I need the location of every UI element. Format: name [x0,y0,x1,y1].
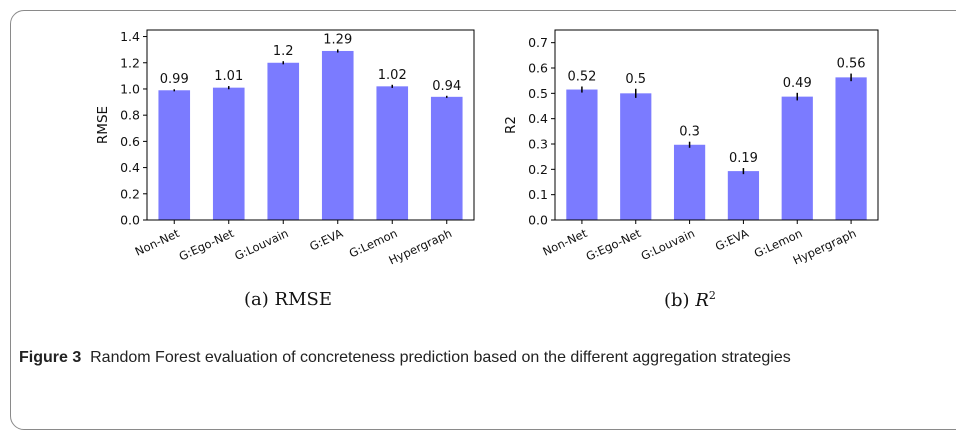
bar [212,87,245,220]
data-label: 1.2 [273,44,294,59]
y-axis-label: R2 [503,116,519,134]
y-tick-label: 0.6 [120,134,140,149]
x-tick-label: Non-Net [133,226,182,259]
bar [321,50,354,221]
x-tick-label: Non-Net [540,226,589,259]
y-tick-label: 0.2 [528,162,548,177]
bar [673,144,706,220]
bar [376,86,409,221]
y-tick-label: 0.8 [120,108,140,123]
bar [267,62,300,220]
data-label: 0.94 [432,79,461,94]
x-tick-label: G:EVA [713,226,751,254]
y-tick-label: 0.3 [528,137,548,152]
data-label: 1.01 [214,69,243,84]
x-tick-label: G:EVA [307,226,345,254]
chart-rmse: 0.99 Non-Net 1.01 G:Ego-Net 1.2 G:Louvain 1.29… [95,29,475,267]
bar [566,89,598,221]
data-label: 0.99 [160,72,189,87]
y-tick-label: 1.0 [120,81,140,96]
subcaption-a: (a) RMSE [244,289,332,310]
bar [781,96,813,220]
plot-area [554,29,879,221]
bar [620,93,652,220]
bar [430,96,463,220]
data-label: 0.5 [625,72,646,87]
y-tick-label: 0.7 [528,35,548,50]
data-label: 0.49 [783,76,812,91]
x-tick-label: Hypergraph [386,226,454,267]
bar [835,77,867,220]
y-tick-label: 0.5 [528,86,548,101]
x-tick-label: G:Louvain [232,226,290,263]
y-tick-label: 1.2 [120,55,140,70]
y-tick-label: 1.4 [120,29,140,44]
chart-r2: 0.52 Non-Net 0.5 G:Ego-Net 0.3 G:Louvain 0.19 G… [503,29,879,267]
x-tick-label: G:Ego-Net [177,226,237,264]
data-label: 1.29 [323,32,352,47]
y-tick-label: 0.6 [528,61,548,76]
data-label: 0.19 [729,151,758,166]
y-tick-label: 0.1 [528,187,548,202]
figure-caption: Figure 3 Random Forest evaluation of con… [19,349,791,367]
y-axis-label: RMSE [95,106,111,144]
data-label: 1.02 [378,68,407,83]
data-label: 0.56 [837,57,866,72]
bar [158,90,191,220]
figure-label: Figure 3 [19,349,82,366]
y-tick-label: 0.2 [120,186,140,201]
y-tick-label: 0.4 [528,111,548,126]
y-tick-label: 0.0 [120,213,140,228]
y-tick-label: 0.4 [120,160,140,175]
figure-caption-text: Random Forest evaluation of concreteness… [90,349,791,366]
data-label: 0.52 [567,69,596,84]
x-tick-label: G:Ego-Net [584,226,644,264]
x-tick-label: G:Louvain [639,226,697,263]
y-tick-label: 0.0 [528,213,548,228]
subcaption-b: (b) R2 [664,289,716,311]
data-label: 0.3 [679,125,700,140]
plot-area [146,29,475,221]
bar [727,171,760,220]
